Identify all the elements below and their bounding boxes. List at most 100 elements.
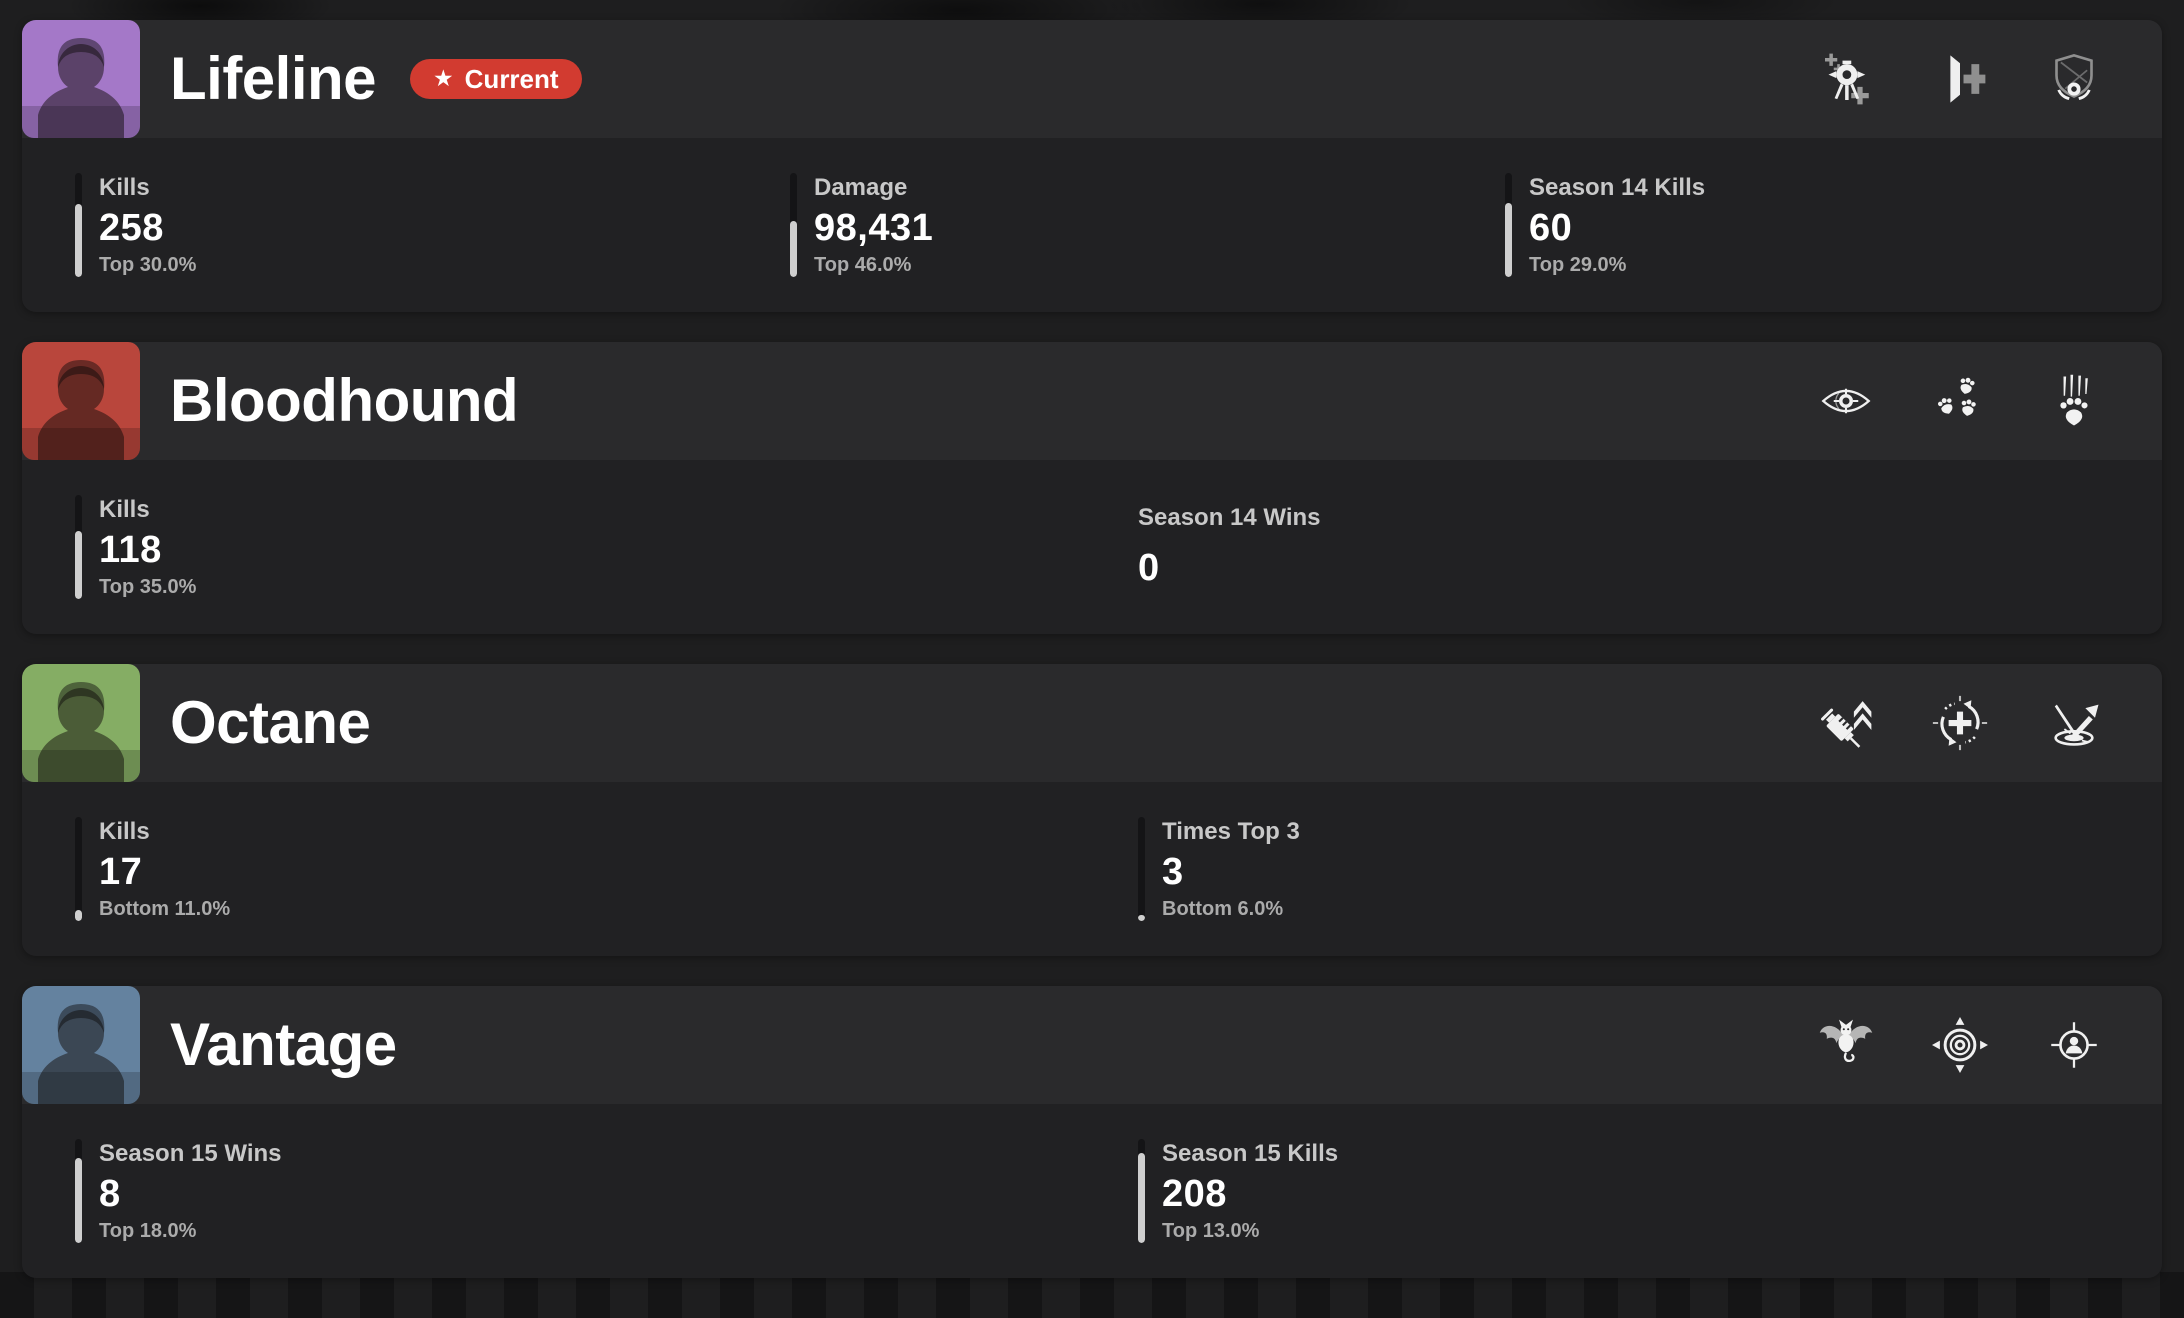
percentile-bar [75,173,82,277]
percentile-bar [75,1139,82,1243]
stat-block: Season 14 Kills 60 Top 29.0% [1505,173,2162,277]
legend-card[interactable]: Lifeline ★ Current Kills 258 Top 30.0% D… [22,20,2162,312]
launch-pad-icon [2046,695,2102,751]
card-header: Octane [22,664,2162,782]
percentile-bar-fill [75,204,82,277]
percentile-bar [75,495,82,599]
lifeline-portrait [22,20,140,138]
percentile-bar [75,817,82,921]
stat-label: Kills [99,174,150,201]
eye-of-allfather-icon [1818,373,1874,429]
stat-value: 0 [1138,547,1160,590]
badge-label: Current [464,64,559,94]
percentile-bar-fill [75,1157,82,1243]
legend-card[interactable]: Vantage Season 15 Wins 8 Top 18.0% Seaso… [22,986,2162,1278]
card-header: Bloodhound [22,342,2162,460]
card-header: Lifeline ★ Current [22,20,2162,138]
snipers-mark-icon [2046,1017,2102,1073]
percentile-bar-fill [75,531,82,599]
ability-icons [1818,695,2102,751]
stat-block: Times Top 3 3 Bottom 6.0% [1138,817,2162,921]
ability-icons [1818,1017,2102,1073]
percentile-bar [1138,817,1145,921]
percentile-bar-fill [1138,1152,1145,1243]
stat-value: 60 [1529,206,1573,249]
legend-name: Octane [170,689,371,756]
stat-percentile: Top 46.0% [814,253,912,276]
stat-value: 258 [99,206,164,249]
stat-percentile: Top 35.0% [99,575,197,598]
percentile-bar-fill [790,220,797,277]
stat-block: Kills 17 Bottom 11.0% [75,817,1138,921]
echo-bat-icon [1818,1017,1874,1073]
legend-name: Bloodhound [170,367,519,434]
combat-revive-icon [1932,51,1988,107]
stat-text: Season 14 Wins 0 [1138,495,1321,599]
vantage-portrait [22,986,140,1104]
stat-value: 208 [1162,1172,1227,1215]
stat-text: Kills 17 Bottom 11.0% [99,817,230,921]
stim-icon [1818,695,1874,751]
current-badge: ★ Current [410,59,582,99]
stat-percentile: Top 29.0% [1529,253,1627,276]
stat-text: Season 15 Kills 208 Top 13.0% [1162,1139,1338,1243]
ability-icons [1818,373,2102,429]
stat-text: Damage 98,431 Top 46.0% [814,173,933,277]
stat-block: Kills 118 Top 35.0% [75,495,1138,599]
stat-label: Kills [99,496,150,523]
stat-block: Damage 98,431 Top 46.0% [790,173,1505,277]
stat-value: 17 [99,850,143,893]
stat-label: Season 15 Wins [99,1140,282,1167]
stat-text: Times Top 3 3 Bottom 6.0% [1162,817,1300,921]
stat-value: 98,431 [814,206,934,249]
tracker-paws-icon [1932,373,1988,429]
stat-text: Kills 258 Top 30.0% [99,173,196,277]
stat-value: 118 [99,528,162,571]
ability-icons [1818,51,2102,107]
stat-value: 8 [99,1172,121,1215]
stat-percentile: Top 18.0% [99,1219,197,1242]
card-header: Vantage [22,986,2162,1104]
stat-percentile: Top 30.0% [99,253,197,276]
stat-block: Season 14 Wins 0 [1138,495,2162,599]
legend-name: Vantage [170,1011,397,1078]
octane-portrait [22,664,140,782]
heal-drone-icon [1818,51,1874,107]
stat-label: Season 14 Kills [1529,174,1706,201]
stat-percentile: Bottom 11.0% [99,897,231,920]
stats-grid: Kills 17 Bottom 11.0% Times Top 3 3 Bott… [22,782,2162,956]
stat-block: Kills 258 Top 30.0% [75,173,790,277]
swift-mend-icon [1932,695,1988,751]
stat-label: Season 14 Wins [1138,504,1321,531]
legend-card[interactable]: Bloodhound Kills 118 Top 35.0% Season 14… [22,342,2162,634]
stat-value: 3 [1162,850,1184,893]
stat-label: Season 15 Kills [1162,1140,1339,1167]
stat-block: Season 15 Wins 8 Top 18.0% [75,1139,1138,1243]
legend-name: Lifeline [170,45,377,112]
spotters-lens-icon [1932,1017,1988,1073]
stat-label: Kills [99,818,150,845]
percentile-bar [1505,173,1512,277]
percentile-bar-fill [1505,203,1512,277]
care-package-icon [2046,51,2102,107]
percentile-bar [790,173,797,277]
bloodhound-portrait [22,342,140,460]
legend-card[interactable]: Octane Kills 17 Bottom 11.0% Times Top 3… [22,664,2162,956]
stat-label: Times Top 3 [1162,818,1300,845]
stat-text: Season 14 Kills 60 Top 29.0% [1529,173,1705,277]
legend-card-list: Lifeline ★ Current Kills 258 Top 30.0% D… [22,20,2162,1278]
stat-label: Damage [814,174,908,201]
stat-text: Kills 118 Top 35.0% [99,495,196,599]
stats-grid: Kills 118 Top 35.0% Season 14 Wins 0 [22,460,2162,634]
stat-percentile: Top 13.0% [1162,1219,1260,1242]
percentile-bar [1138,1139,1145,1243]
beast-of-hunt-icon [2046,373,2102,429]
percentile-bar-fill [75,909,82,921]
stat-text: Season 15 Wins 8 Top 18.0% [99,1139,282,1243]
stat-percentile: Bottom 6.0% [1162,897,1284,920]
stats-grid: Season 15 Wins 8 Top 18.0% Season 15 Kil… [22,1104,2162,1278]
percentile-bar-fill [1138,914,1145,921]
stat-block: Season 15 Kills 208 Top 13.0% [1138,1139,2162,1243]
stats-grid: Kills 258 Top 30.0% Damage 98,431 Top 46… [22,138,2162,312]
star-icon: ★ [433,64,454,91]
